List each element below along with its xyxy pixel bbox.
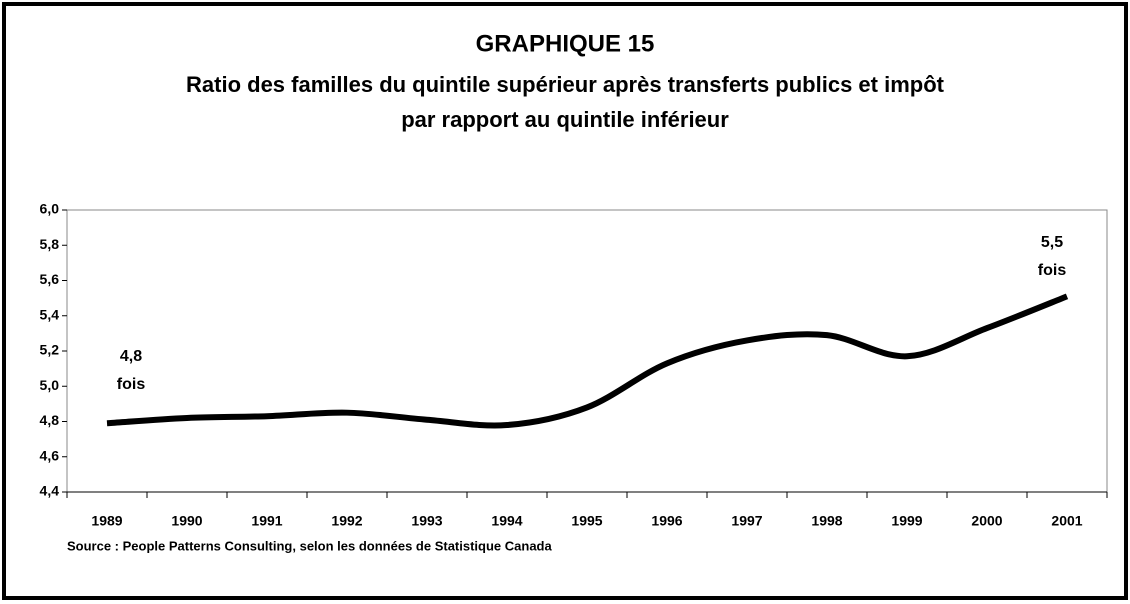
y-tick-label: 5,8 <box>40 236 60 252</box>
x-tick-label: 1993 <box>411 513 442 529</box>
x-tick-label: 1999 <box>891 513 922 529</box>
y-tick-label: 5,4 <box>40 306 60 322</box>
y-tick-label: 5,0 <box>40 377 60 393</box>
y-tick-label: 4,4 <box>40 483 60 499</box>
annotation: 4,8 <box>120 348 142 365</box>
x-tick-label: 2000 <box>971 513 1002 529</box>
chart-subtitle: par rapport au quintile inférieur <box>401 107 729 132</box>
chart-title: GRAPHIQUE 15 <box>476 30 655 57</box>
y-tick-label: 4,8 <box>40 412 60 428</box>
y-tick-label: 4,6 <box>40 447 60 463</box>
chart-subtitle: Ratio des familles du quintile supérieur… <box>186 72 945 97</box>
plot-area <box>66 209 1108 493</box>
y-tick-label: 5,6 <box>40 271 60 287</box>
x-tick-label: 1997 <box>731 513 762 529</box>
y-tick-label: 6,0 <box>40 201 60 217</box>
y-tick-label: 5,2 <box>40 342 60 358</box>
x-tick-label: 1994 <box>491 513 522 529</box>
x-tick-label: 1998 <box>811 513 842 529</box>
annotation: fois <box>117 376 146 393</box>
data-line <box>106 293 1069 429</box>
x-tick-label: 2001 <box>1051 513 1082 529</box>
x-tick-label: 1991 <box>251 513 282 529</box>
x-tick-label: 1996 <box>651 513 682 529</box>
x-tick-label: 1990 <box>171 513 202 529</box>
x-tick-label: 1995 <box>571 513 602 529</box>
annotation: fois <box>1038 262 1067 279</box>
x-tick-label: 1989 <box>91 513 122 529</box>
source: Source : People Patterns Consulting, sel… <box>67 538 552 553</box>
annotation: 5,5 <box>1041 234 1063 251</box>
x-tick-label: 1992 <box>331 513 362 529</box>
